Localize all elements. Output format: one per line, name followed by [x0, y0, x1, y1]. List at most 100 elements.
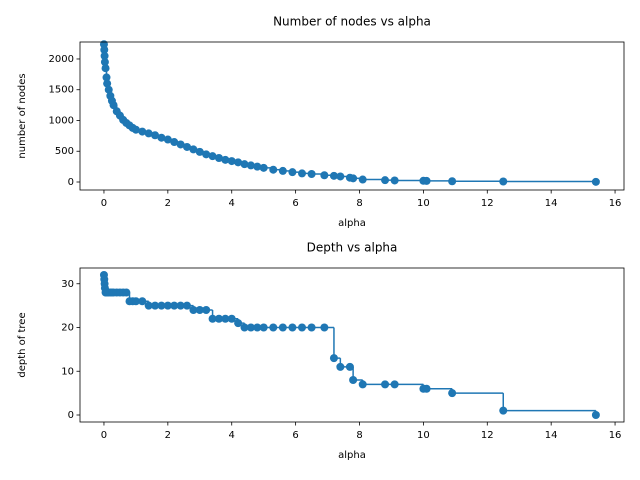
point	[336, 362, 345, 371]
point	[138, 127, 147, 136]
point	[329, 354, 338, 363]
point	[189, 306, 198, 314]
point	[221, 314, 230, 323]
point	[100, 58, 109, 67]
point	[234, 319, 243, 328]
axes-frame	[79, 267, 625, 423]
point	[227, 157, 236, 166]
point	[163, 135, 172, 144]
x-tick-label: 2	[165, 430, 171, 441]
point	[183, 301, 192, 310]
y-tick-label: 500	[55, 146, 74, 157]
point	[176, 140, 185, 149]
point	[163, 301, 172, 310]
y-tick-label: 2000	[49, 54, 74, 65]
y-tick-label: 1000	[49, 115, 74, 126]
point	[307, 323, 316, 332]
point	[253, 323, 262, 332]
point	[259, 323, 268, 332]
x-axis-label: alpha	[338, 450, 366, 461]
x-tick-label: 14	[545, 430, 558, 441]
point	[195, 306, 204, 314]
point	[358, 175, 367, 184]
y-tick-label: 0	[68, 410, 74, 421]
subplot-title: Depth vs alpha	[307, 241, 398, 255]
point	[278, 323, 287, 332]
x-tick-label: 8	[356, 430, 362, 441]
x-tick-label: 12	[481, 198, 494, 209]
point	[202, 150, 211, 159]
x-tick-label: 10	[417, 430, 430, 441]
point	[176, 301, 185, 310]
point	[240, 323, 249, 332]
x-tick-label: 10	[417, 198, 430, 209]
point	[499, 406, 508, 415]
point	[422, 176, 431, 185]
x-tick-label: 16	[609, 198, 622, 209]
x-tick-label: 4	[229, 198, 235, 209]
point	[288, 323, 297, 332]
point	[131, 125, 140, 134]
point	[214, 314, 223, 323]
point	[336, 172, 345, 181]
point	[221, 155, 230, 164]
point	[122, 288, 131, 297]
point	[246, 161, 255, 170]
x-axis-label: alpha	[338, 218, 366, 229]
point	[170, 301, 179, 310]
y-tick-label: 10	[61, 366, 74, 377]
point	[151, 301, 160, 310]
subplot-title: Number of nodes vs alpha	[273, 15, 431, 29]
x-tick-label: 4	[229, 430, 235, 441]
point	[591, 411, 600, 419]
point	[320, 171, 329, 180]
point	[138, 297, 147, 306]
point	[259, 163, 268, 172]
y-tick-label: 30	[61, 279, 74, 290]
point	[269, 165, 278, 174]
axes-frame	[79, 41, 625, 191]
point	[349, 174, 358, 183]
point	[151, 131, 160, 140]
x-tick-label: 0	[101, 430, 107, 441]
point	[214, 154, 223, 163]
point	[202, 306, 211, 314]
point	[101, 64, 110, 73]
x-tick-label: 2	[165, 198, 171, 209]
point	[103, 79, 112, 88]
x-tick-label: 16	[609, 430, 622, 441]
subplot: Number of nodes vs alpha alpha number of n…	[17, 15, 625, 229]
point	[390, 380, 399, 389]
point	[381, 380, 390, 389]
x-tick-label: 6	[292, 198, 298, 209]
point	[278, 166, 287, 175]
y-tick-label: 20	[61, 323, 74, 334]
point	[227, 314, 236, 323]
point	[345, 362, 354, 371]
y-tick-label: 0	[68, 177, 74, 188]
point	[189, 145, 198, 154]
point	[102, 73, 111, 82]
point	[448, 177, 457, 186]
point	[100, 51, 109, 60]
point	[144, 129, 153, 138]
point	[157, 301, 166, 310]
point	[109, 101, 118, 110]
point	[320, 323, 329, 332]
point	[131, 297, 140, 306]
point	[381, 176, 390, 185]
point	[104, 85, 113, 94]
point	[349, 376, 358, 384]
subplot: Depth vs alpha alpha depth of tree 0 2 4 6 8 10 1…	[17, 241, 625, 461]
y-axis-label: number of nodes	[17, 73, 28, 158]
y-axis-label: depth of tree	[17, 312, 28, 377]
point	[208, 314, 217, 323]
point	[253, 162, 262, 171]
point	[183, 142, 192, 151]
point	[240, 160, 249, 169]
point	[422, 384, 431, 393]
x-tick-label: 14	[545, 198, 558, 209]
point	[329, 171, 338, 180]
point	[157, 133, 166, 142]
point	[269, 323, 278, 332]
